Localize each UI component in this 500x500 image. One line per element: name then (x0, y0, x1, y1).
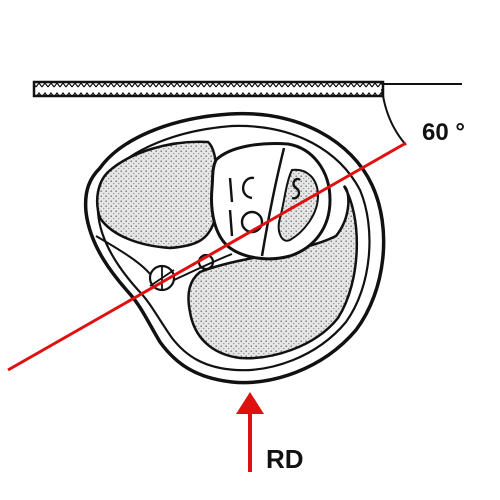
beam-line (7, 141, 407, 372)
organ-markings (228, 176, 301, 237)
septum-mid (173, 253, 233, 281)
compartment-upper (96, 140, 219, 250)
table-bar (32, 80, 462, 98)
node-left-cross (149, 266, 175, 290)
angle-arc (381, 88, 407, 146)
inner-contour (96, 124, 371, 372)
angle-label: 60 ° (422, 119, 465, 146)
cross-section (83, 111, 386, 385)
direction-arrow (236, 392, 264, 472)
organ-divider (260, 147, 286, 257)
direction-label: RD (266, 444, 304, 474)
septum-left (95, 235, 151, 275)
compartment-lower (187, 184, 358, 360)
